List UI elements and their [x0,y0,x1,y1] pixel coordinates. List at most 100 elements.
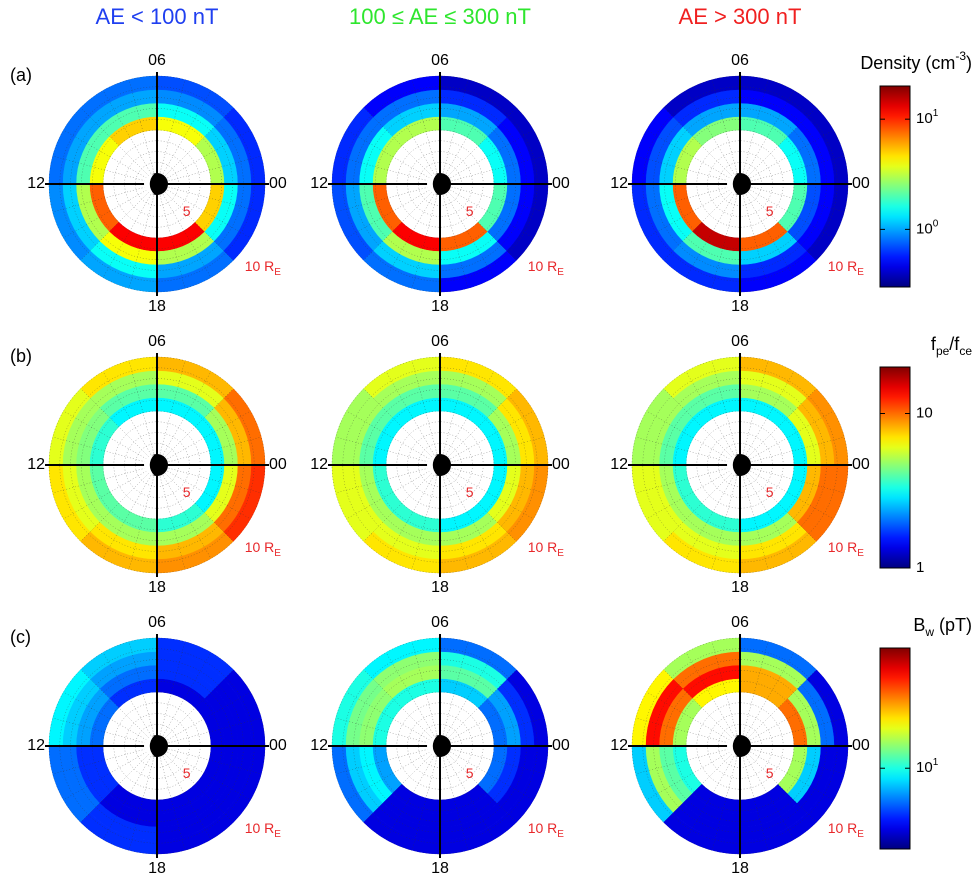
polar-grid [685,183,741,278]
polar-grid [411,745,441,851]
r-tick-label: 5 [766,203,774,219]
mlt-tick-label: 18 [148,579,166,596]
polar-grid [685,464,741,559]
polar-grid [439,410,534,466]
polar-grid [739,183,795,278]
polar-grid [156,464,212,559]
polar-grid [63,410,158,466]
r-tick-label: 10 RE [245,820,282,840]
mlt-tick-label: 06 [431,333,449,350]
polar-grid [739,183,834,239]
r-tick-sub: E [274,267,281,278]
polar-grid [739,641,769,747]
polar-grid [439,360,469,466]
earth [429,173,451,195]
polar-grid [439,691,534,747]
polar-grid [102,90,158,185]
r-tick-text: 10 R [245,539,275,555]
polar-grid [739,388,817,466]
polar-grid [156,90,212,185]
polar-grid [739,464,769,570]
polar-grid [439,464,534,520]
mlt-tick-label: 00 [852,175,870,192]
r-tick-text: 5 [466,203,474,219]
polar-grid [711,641,741,747]
colorbar-title: Density (cm-3) [860,49,972,73]
polar-grid [739,371,795,466]
polar-grid [739,155,845,185]
r-tick-label: 10 RE [828,539,865,559]
polar-grid [335,155,441,185]
polar-grid [385,652,441,747]
polar-grid [739,717,845,747]
mlt-tick-label: 00 [852,456,870,473]
polar-grid [346,410,441,466]
polar-grid [439,436,545,466]
polar-grid [685,90,741,185]
polar-grid [439,371,495,466]
mlt-tick-label: 12 [610,456,628,473]
colorbar-tick-sup: 0 [933,219,939,230]
r-tick-label: 5 [766,765,774,781]
r-tick-label: 5 [183,484,191,500]
r-tick-sub: E [274,548,281,559]
polar-grid [739,360,769,466]
mlt-tick-label: 06 [148,614,166,631]
mlt-tick-label: 00 [552,175,570,192]
polar-grid [156,371,212,466]
mlt-tick-label: 00 [269,175,287,192]
polar-grid [439,183,545,213]
polar-grid [711,745,741,851]
colorbar-tick-label: 1 [916,559,924,576]
polar-grid [439,669,517,747]
polar-grid [363,388,441,466]
polar-grid [156,464,251,520]
r-tick-label: 5 [183,203,191,219]
polar-grid [385,371,441,466]
row-label: (b) [10,346,32,366]
polar-grid [128,464,158,570]
colorbar-title-part: pe [936,344,950,358]
polar-grid [711,79,741,185]
polar-grid [411,183,441,289]
polar-grid [156,669,234,747]
polar-grid [346,464,441,520]
mlt-tick-label: 00 [552,737,570,754]
polar-grid [739,745,834,801]
polar-grid [156,652,212,747]
polar-grid [635,436,741,466]
earth [729,173,751,195]
polar-grid [439,183,495,278]
polar-grid [635,183,741,213]
polar-grid [156,183,251,239]
polar-grid [346,183,441,239]
polar-grid [739,464,817,542]
polar-grid [52,183,158,213]
polar-grid [411,464,441,570]
polar-grid [156,388,234,466]
polar-grid [663,669,741,747]
polar-grid [63,691,158,747]
polar-grid [335,717,441,747]
polar-grid [739,464,845,494]
r-tick-label: 10 RE [245,539,282,559]
mlt-tick-label: 06 [731,52,749,69]
polar-grid [439,79,469,185]
polar-grid [346,129,441,185]
earth [429,454,451,476]
polar-grid [385,745,441,840]
polar-grid [80,669,158,747]
polar-grid [128,360,158,466]
polar-grid [439,183,517,261]
earth-dayside [427,455,437,475]
colorbar-tick-text: 10 [916,220,933,237]
earth [146,173,168,195]
r-tick-label: 5 [183,765,191,781]
polar-grid [646,129,741,185]
polar-grid [739,183,817,261]
r-tick-text: 5 [766,203,774,219]
polar-grid [102,183,158,278]
polar-grid [335,183,441,213]
polar-grid [439,183,534,239]
